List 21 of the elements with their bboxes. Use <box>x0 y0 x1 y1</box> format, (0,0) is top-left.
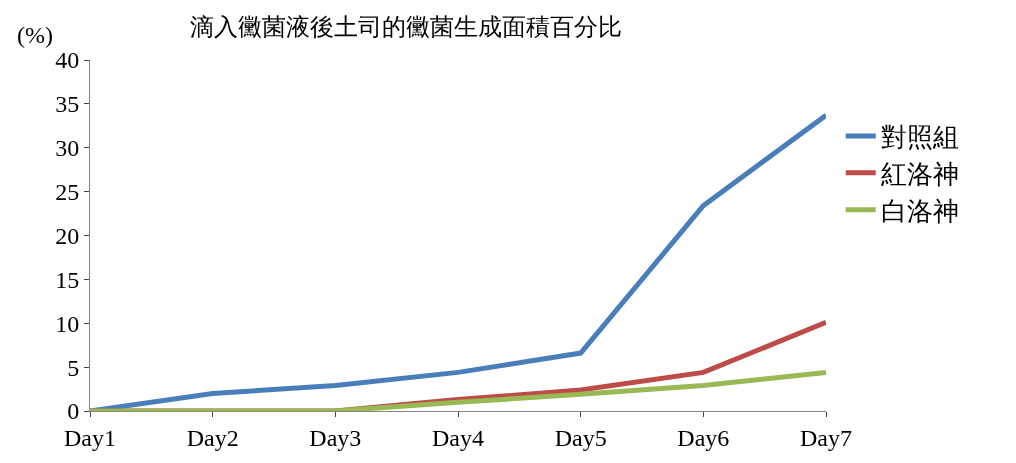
chart-title: 滴入黴菌液後土司的黴菌生成面積百分比 <box>190 14 623 41</box>
x-tick-label: Day5 <box>554 424 607 451</box>
y-tick-label: 10 <box>55 310 80 337</box>
legend-label: 對照組 <box>880 123 959 153</box>
x-tick-label: Day6 <box>677 424 730 451</box>
x-tick-label: Day4 <box>432 424 484 451</box>
y-tick-label: 0 <box>67 398 80 425</box>
y-tick-label: 40 <box>55 47 80 74</box>
legend-label: 紅洛神 <box>880 159 959 189</box>
y-tick-label: 15 <box>55 266 80 293</box>
x-tick-label: Day7 <box>800 424 852 451</box>
y-tick-label: 5 <box>67 354 80 381</box>
y-tick-label: 30 <box>55 135 80 162</box>
x-tick-label: Day1 <box>64 424 116 451</box>
x-tick-label: Day3 <box>309 424 362 451</box>
y-tick-label: 25 <box>55 179 80 206</box>
legend-label: 白洛神 <box>880 196 959 226</box>
y-axis-title: (%) <box>17 22 53 48</box>
y-tick-label: 20 <box>55 222 80 249</box>
y-tick-label: 35 <box>55 91 80 118</box>
x-tick-label: Day2 <box>186 424 239 451</box>
